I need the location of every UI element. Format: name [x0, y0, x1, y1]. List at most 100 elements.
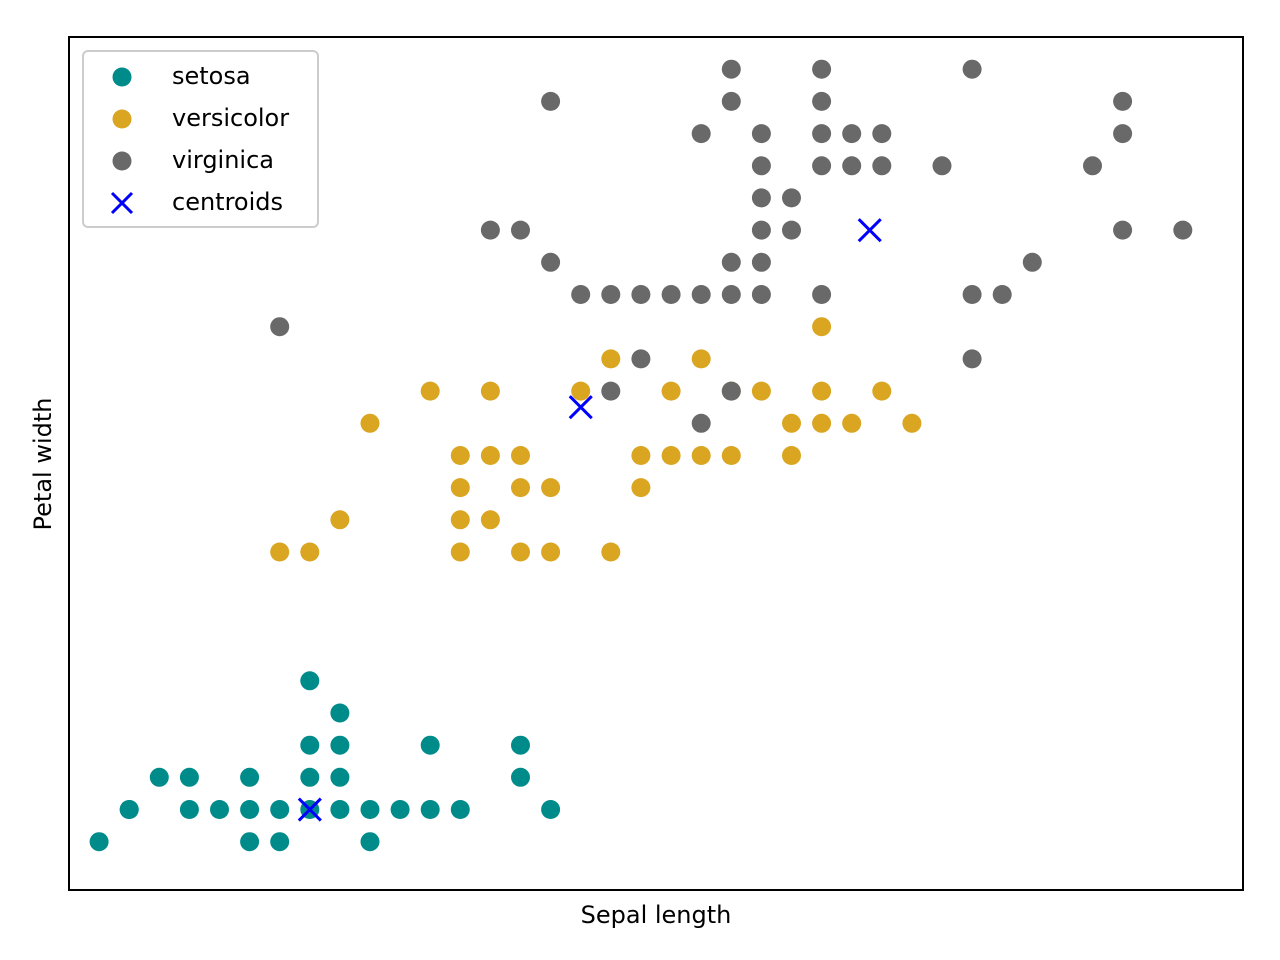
point-virginica: [1083, 156, 1102, 176]
point-virginica: [721, 381, 741, 401]
point-virginica: [751, 156, 771, 176]
point-setosa: [541, 800, 561, 819]
point-versicolor: [872, 381, 892, 401]
point-versicolor: [541, 542, 561, 562]
legend-label-versicolor: versicolor: [172, 104, 289, 132]
point-setosa: [179, 767, 199, 787]
point-versicolor: [721, 446, 741, 465]
point-versicolor: [691, 446, 711, 465]
point-virginica: [1173, 220, 1193, 240]
point-virginica: [270, 317, 290, 337]
legend: setosa versicolor virginica centroids: [82, 50, 319, 228]
point-versicolor: [691, 349, 711, 369]
point-versicolor: [661, 446, 681, 465]
point-versicolor: [480, 381, 500, 401]
point-virginica: [812, 59, 832, 79]
point-setosa: [360, 832, 380, 852]
point-setosa: [360, 800, 380, 819]
point-versicolor: [450, 510, 470, 530]
point-virginica: [782, 188, 801, 208]
point-virginica: [511, 220, 530, 240]
point-virginica: [992, 285, 1012, 304]
legend-label-virginica: virginica: [172, 146, 274, 174]
point-virginica: [932, 156, 952, 176]
point-setosa: [149, 767, 169, 787]
point-versicolor: [270, 542, 290, 562]
point-virginica: [962, 349, 982, 369]
point-virginica: [812, 156, 832, 176]
point-setosa: [511, 767, 530, 787]
point-setosa: [300, 671, 320, 691]
point-versicolor: [480, 510, 500, 530]
point-virginica: [541, 252, 561, 272]
point-setosa: [210, 800, 229, 819]
point-virginica: [812, 285, 832, 304]
point-versicolor: [480, 446, 500, 465]
legend-marker-setosa: [112, 67, 132, 87]
point-versicolor: [812, 381, 832, 401]
point-setosa: [89, 832, 109, 852]
point-versicolor: [450, 446, 470, 465]
point-virginica: [721, 285, 741, 304]
point-setosa: [240, 800, 260, 819]
point-virginica: [782, 220, 801, 240]
point-setosa: [420, 735, 440, 755]
x-axis-label: Sepal length: [581, 901, 732, 929]
point-versicolor: [571, 381, 591, 401]
point-setosa: [119, 800, 139, 819]
point-versicolor: [541, 478, 561, 498]
point-virginica: [661, 285, 681, 304]
legend-label-setosa: setosa: [172, 62, 251, 90]
legend-marker-centroids: [110, 191, 134, 215]
point-virginica: [842, 124, 862, 144]
point-versicolor: [842, 413, 862, 433]
point-setosa: [270, 800, 290, 819]
series-centroids: [297, 218, 882, 822]
point-virginica: [751, 220, 771, 240]
legend-box: [82, 50, 319, 228]
point-setosa: [330, 735, 350, 755]
point-virginica: [812, 124, 832, 144]
point-virginica: [812, 91, 832, 111]
series-versicolor: [270, 317, 922, 562]
legend-label-centroids: centroids: [172, 188, 283, 216]
point-virginica: [751, 252, 771, 272]
point-centroids: [857, 218, 882, 243]
point-versicolor: [420, 381, 440, 401]
point-versicolor: [812, 413, 832, 433]
point-setosa: [450, 800, 470, 819]
point-versicolor: [511, 542, 530, 562]
point-versicolor: [812, 317, 832, 337]
point-versicolor: [511, 446, 530, 465]
point-virginica: [601, 285, 621, 304]
point-setosa: [240, 767, 260, 787]
point-versicolor: [300, 542, 320, 562]
point-virginica: [691, 124, 711, 144]
point-versicolor: [782, 446, 801, 465]
point-virginica: [721, 59, 741, 79]
legend-marker-virginica: [112, 151, 132, 171]
point-virginica: [1113, 220, 1133, 240]
point-versicolor: [631, 478, 651, 498]
point-virginica: [601, 381, 621, 401]
point-centroids: [568, 395, 593, 420]
point-versicolor: [601, 349, 621, 369]
point-setosa: [390, 800, 410, 819]
point-virginica: [691, 413, 711, 433]
point-versicolor: [450, 478, 470, 498]
chart-marks: [89, 59, 1193, 852]
point-centroids: [297, 797, 322, 822]
y-axis-label: Petal width: [29, 398, 57, 531]
point-virginica: [872, 156, 892, 176]
point-versicolor: [601, 542, 621, 562]
point-versicolor: [631, 446, 651, 465]
point-versicolor: [782, 413, 801, 433]
point-virginica: [631, 349, 651, 369]
point-virginica: [751, 188, 771, 208]
point-versicolor: [661, 381, 681, 401]
series-virginica: [270, 59, 1193, 433]
point-setosa: [270, 832, 290, 852]
point-setosa: [300, 735, 320, 755]
